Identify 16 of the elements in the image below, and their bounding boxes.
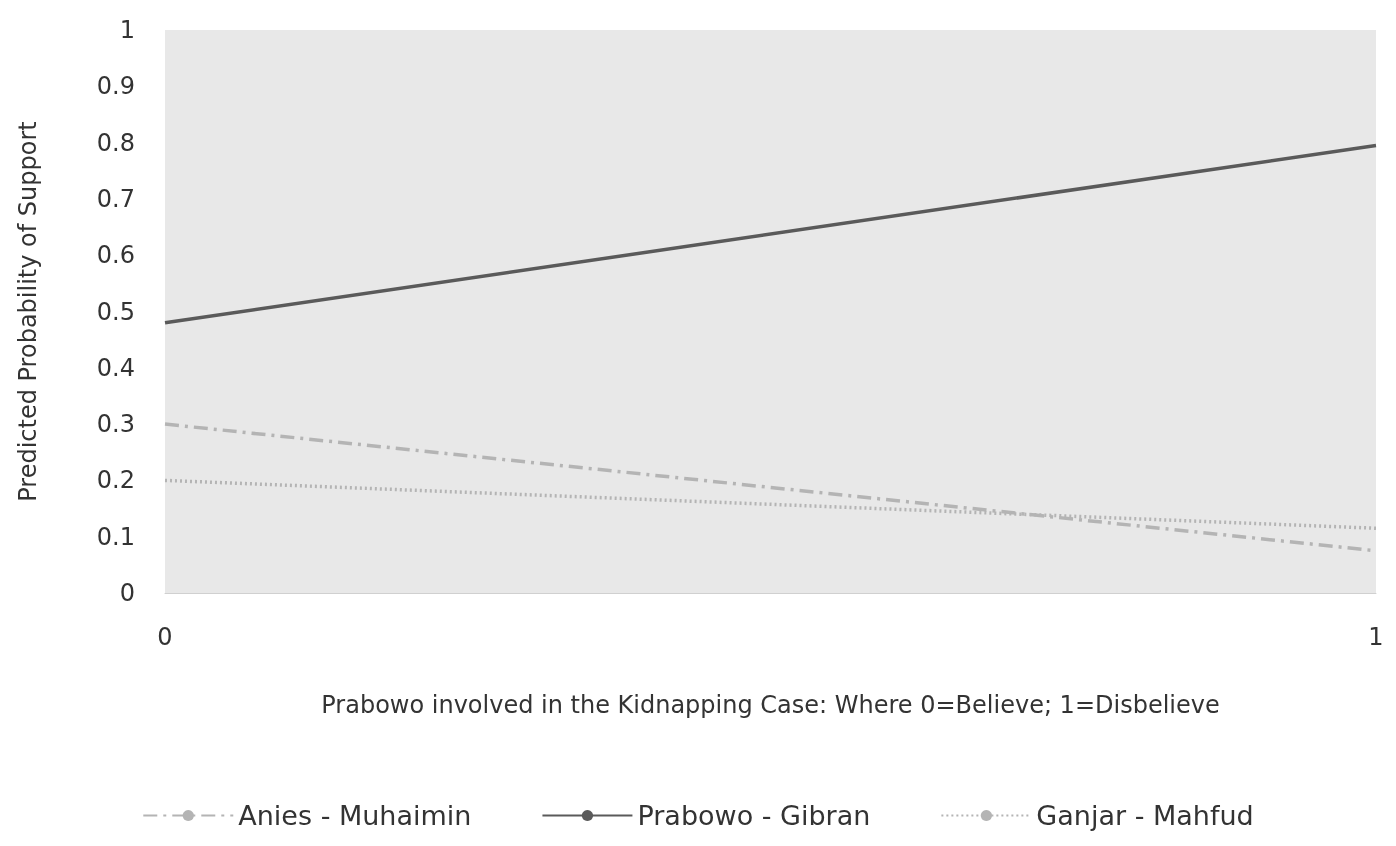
y-tick-label: 0.7: [96, 184, 135, 213]
y-tick-label: 0.4: [96, 353, 135, 382]
y-tick-label: 0.2: [96, 466, 135, 495]
legend-label: Ganjar - Mahfud: [1036, 800, 1254, 831]
y-tick-label: 0.8: [96, 128, 135, 157]
y-tick-label: 0.9: [96, 72, 135, 101]
y-tick-label: 0.5: [96, 297, 135, 326]
y-axis-title: Predicted Probability of Support: [14, 121, 42, 502]
y-tick-label: 1: [119, 16, 135, 44]
y-tick-label: 0.1: [96, 522, 135, 551]
legend-label: Prabowo - Gibran: [637, 800, 871, 831]
legend-label: Anies - Muhaimin: [238, 800, 472, 831]
x-axis-title: Prabowo involved in the Kidnapping Case: Where 0=Believe; 1=Disbelieve: [321, 691, 1220, 719]
y-tick-label: 0.6: [96, 241, 135, 270]
y-tick-label: 0: [119, 579, 135, 607]
y-tick-label: 0.3: [96, 410, 135, 439]
